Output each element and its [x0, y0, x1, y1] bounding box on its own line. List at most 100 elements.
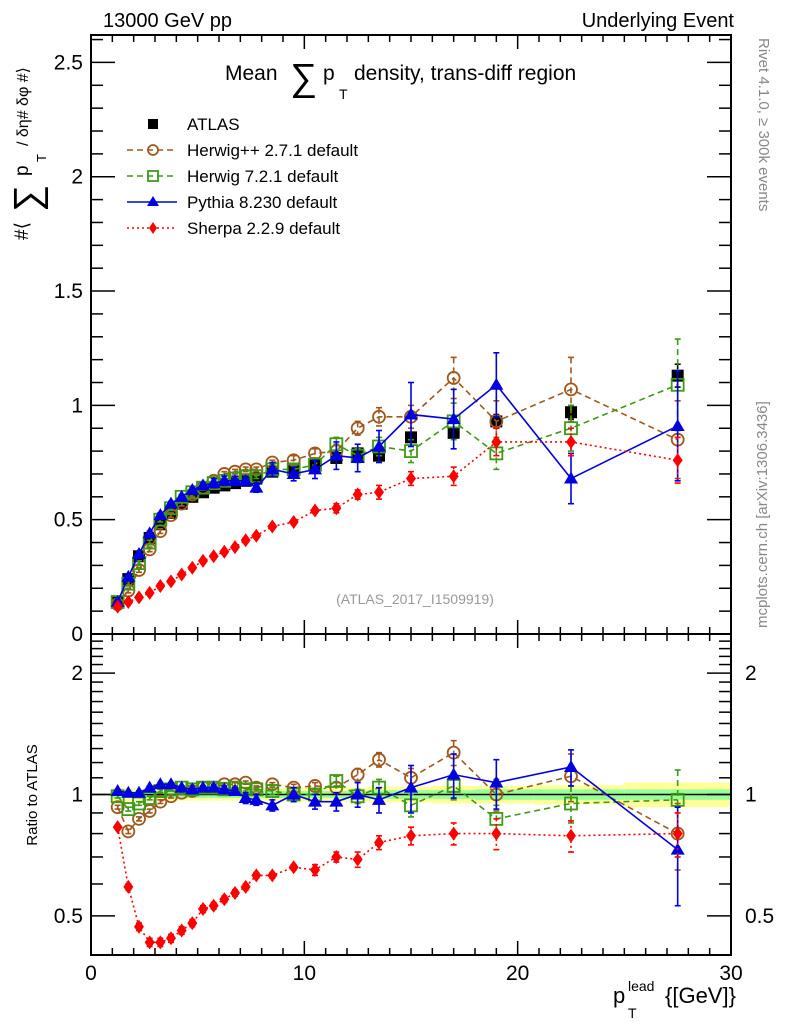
data-point [219, 544, 230, 559]
legend-marker [147, 170, 159, 182]
data-point [267, 868, 278, 883]
data-point [329, 774, 344, 788]
data-point [240, 533, 251, 548]
data-point [267, 519, 278, 534]
data-point [251, 868, 262, 883]
main-ylabel-post: / δη# δφ #⟩ [15, 67, 32, 146]
data-point [406, 471, 416, 486]
legend-item: Herwig++ 2.7.1 default [127, 141, 358, 160]
data-point [134, 590, 144, 605]
data-point [249, 792, 264, 805]
data-point [352, 852, 363, 867]
data-point [230, 540, 240, 555]
main-title: Mean ∑ p T density, trans-diff region [225, 57, 576, 102]
data-point [672, 453, 683, 468]
data-point [110, 784, 125, 797]
y-tick-label-right: 0.5 [745, 905, 774, 928]
data-point [446, 412, 461, 425]
data-point [286, 787, 301, 800]
data-point [329, 448, 344, 461]
xlabel-sup: lead [628, 978, 654, 994]
data-point [265, 798, 280, 811]
series-herwig-2-7-1-default [110, 739, 685, 871]
data-point [249, 480, 264, 493]
data-point [217, 782, 232, 795]
series-line [117, 766, 679, 851]
header-right-label: Underlying Event [582, 10, 735, 32]
data-point [489, 377, 504, 390]
legend-label: Herwig 7.2.1 default [187, 167, 338, 186]
data-point [187, 916, 198, 931]
legend: ATLAS Herwig++ 2.7.1 default Herwig 7.2.1 … [127, 115, 358, 238]
data-point [142, 780, 157, 793]
series-pythia-8-230-default [110, 351, 685, 607]
series-sherpa-2-2-9-default [112, 812, 683, 950]
y-tick-label-right: 2 [745, 662, 757, 685]
ratio-ylabel: Ratio to ATLAS [24, 744, 41, 845]
data-point [240, 879, 251, 894]
data-point [142, 526, 157, 539]
data-point [132, 811, 146, 826]
data-point [670, 418, 685, 431]
main-title-pre: Mean [225, 62, 278, 85]
main-title-sub: T [339, 86, 348, 102]
series-sherpa-2-2-9-default [112, 427, 683, 614]
data-point [121, 785, 136, 798]
x-tick-label: 30 [719, 962, 742, 985]
data-point [196, 478, 210, 491]
data-point [350, 421, 365, 436]
data-point [350, 767, 365, 782]
analysis-watermark: (ATLAS_2017_I1509919) [336, 591, 494, 607]
main-ylabel: #⟨ ∑ p T / δη# δφ #⟩ [7, 67, 49, 240]
data-point [288, 514, 299, 529]
legend-item: Pythia 8.230 default [127, 193, 338, 212]
data-point [155, 935, 166, 950]
y-tick-label: 2 [71, 662, 83, 685]
data-point [132, 785, 146, 798]
y-tick-label: 1.5 [54, 280, 83, 303]
data-point [350, 450, 365, 463]
main-ylabel-p: p [12, 165, 33, 176]
main-title-post: density, trans-diff region [354, 62, 576, 85]
data-point [123, 879, 134, 894]
data-point [564, 759, 578, 772]
data-point [134, 919, 144, 934]
legend-label: Pythia 8.230 default [187, 193, 338, 212]
y-tick-label-right: 1 [745, 784, 757, 807]
main-ylabel-sub: T [34, 154, 49, 162]
data-point [564, 382, 578, 397]
data-point [176, 923, 187, 938]
data-point [350, 787, 365, 800]
data-point [331, 849, 342, 864]
data-point [265, 462, 280, 475]
data-point [196, 780, 210, 793]
legend-marker [147, 144, 159, 156]
data-point [174, 780, 189, 793]
data-point [310, 862, 320, 877]
main-ylabel-pre: #⟨ [12, 222, 33, 240]
data-point [164, 777, 178, 790]
data-point [374, 485, 384, 500]
data-point [121, 824, 136, 839]
data-point [265, 784, 280, 798]
data-point [185, 782, 200, 795]
data-point [374, 835, 384, 850]
data-point [448, 826, 459, 841]
ratio-plot-area [110, 739, 685, 950]
data-point [352, 487, 363, 502]
ratio-frame [90, 633, 732, 956]
data-point [564, 471, 578, 484]
data-point [155, 578, 166, 593]
data-point [228, 473, 242, 486]
y-tick-label: 2.5 [54, 51, 83, 74]
y-tick-label: 2 [71, 166, 83, 189]
x-tick-label: 10 [293, 962, 316, 985]
data-point [404, 407, 418, 420]
rivet-label: Rivet 4.1.0, ≥ 300k events [755, 38, 772, 211]
data-point [406, 828, 416, 843]
data-point [187, 560, 198, 575]
data-point [491, 826, 502, 841]
data-point [491, 434, 502, 449]
data-point [208, 898, 219, 913]
data-point [198, 902, 208, 917]
